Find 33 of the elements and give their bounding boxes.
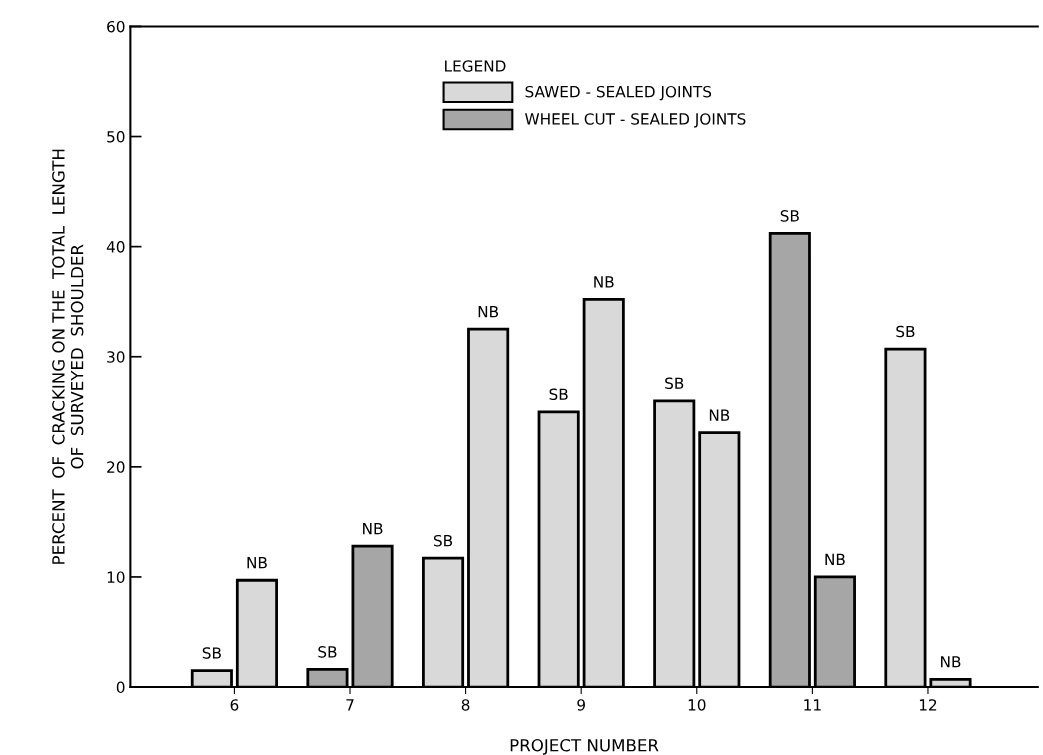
data-label: NB bbox=[363, 522, 383, 535]
x-tick-label: 10 bbox=[688, 699, 706, 711]
y-tick-label: 40 bbox=[106, 241, 125, 253]
legend-label: WHEEL CUT - SEALED JOINTS bbox=[525, 113, 746, 128]
x-tick-label: 6 bbox=[230, 699, 239, 711]
y-tick-label: 0 bbox=[116, 681, 125, 694]
x-axis-title: PROJECT NUMBER bbox=[510, 738, 659, 755]
x-tick-label: 11 bbox=[804, 699, 821, 711]
data-label: SB bbox=[896, 325, 915, 338]
data-label: NB bbox=[478, 306, 499, 318]
y-tick-label: 30 bbox=[107, 351, 125, 363]
data-label: SB bbox=[433, 534, 453, 547]
data-label: NB bbox=[594, 276, 614, 288]
data-label: SB bbox=[202, 647, 221, 659]
data-label: SB bbox=[318, 646, 337, 658]
data-label: SB bbox=[549, 388, 568, 401]
data-label: NB bbox=[709, 409, 730, 421]
legend-title: LEGEND bbox=[445, 60, 506, 72]
y-tick-label: 60 bbox=[107, 20, 125, 33]
x-tick-label: 7 bbox=[346, 699, 354, 711]
data-label: NB bbox=[247, 557, 267, 569]
x-tick-label: 12 bbox=[919, 699, 937, 711]
data-label: SB bbox=[780, 210, 799, 222]
y-tick-label: 10 bbox=[107, 571, 125, 583]
data-label: SB bbox=[665, 377, 684, 390]
data-label: NB bbox=[941, 656, 961, 668]
legend-label: SAWED - SEALED JOINTS bbox=[525, 85, 712, 101]
data-label: NB bbox=[825, 553, 845, 565]
y-axis-title: PERCENT OF CRACKING ON THE TOTAL LENGTH OF SURVEYED SHOULDER bbox=[52, 149, 84, 564]
y-tick-label: 50 bbox=[107, 130, 125, 143]
x-tick-label: 9 bbox=[577, 699, 585, 711]
x-tick-label: 8 bbox=[461, 699, 470, 711]
y-tick-label: 20 bbox=[107, 461, 125, 473]
